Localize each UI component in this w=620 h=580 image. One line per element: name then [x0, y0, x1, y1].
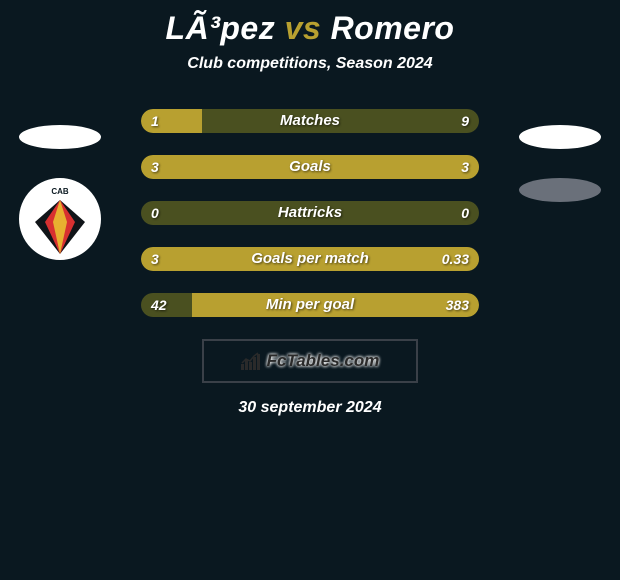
date-text: 30 september 2024 — [0, 399, 620, 417]
player1-photo-placeholder — [19, 125, 101, 149]
stat-row: 30.33Goals per match — [141, 247, 479, 271]
subtitle: Club competitions, Season 2024 — [0, 55, 620, 73]
stat-label: Min per goal — [141, 293, 479, 317]
stat-label: Goals per match — [141, 247, 479, 271]
stats-container: 19Matches 33Goals 00Hattricks 30.33Goals pe… — [141, 109, 479, 317]
player2-photo-placeholder — [519, 125, 601, 149]
stat-label: Matches — [141, 109, 479, 133]
stat-row: 19Matches — [141, 109, 479, 133]
player2-name: Romero — [331, 10, 455, 46]
player1-club-badge: CAB — [19, 178, 101, 260]
player1-name: LÃ³pez — [166, 10, 276, 46]
stat-label: Goals — [141, 155, 479, 179]
comparison-title: LÃ³pez vs Romero — [0, 10, 620, 47]
stat-label: Hattricks — [141, 201, 479, 225]
bar-chart-icon — [241, 352, 261, 370]
club-badge-text: CAB — [23, 187, 97, 196]
stat-row: 33Goals — [141, 155, 479, 179]
vs-text: vs — [285, 10, 322, 46]
player2-club-placeholder — [519, 178, 601, 202]
brand-text: FcTables.com — [267, 351, 380, 371]
stat-row: 00Hattricks — [141, 201, 479, 225]
stat-row: 42383Min per goal — [141, 293, 479, 317]
brand-box: FcTables.com — [202, 339, 418, 383]
